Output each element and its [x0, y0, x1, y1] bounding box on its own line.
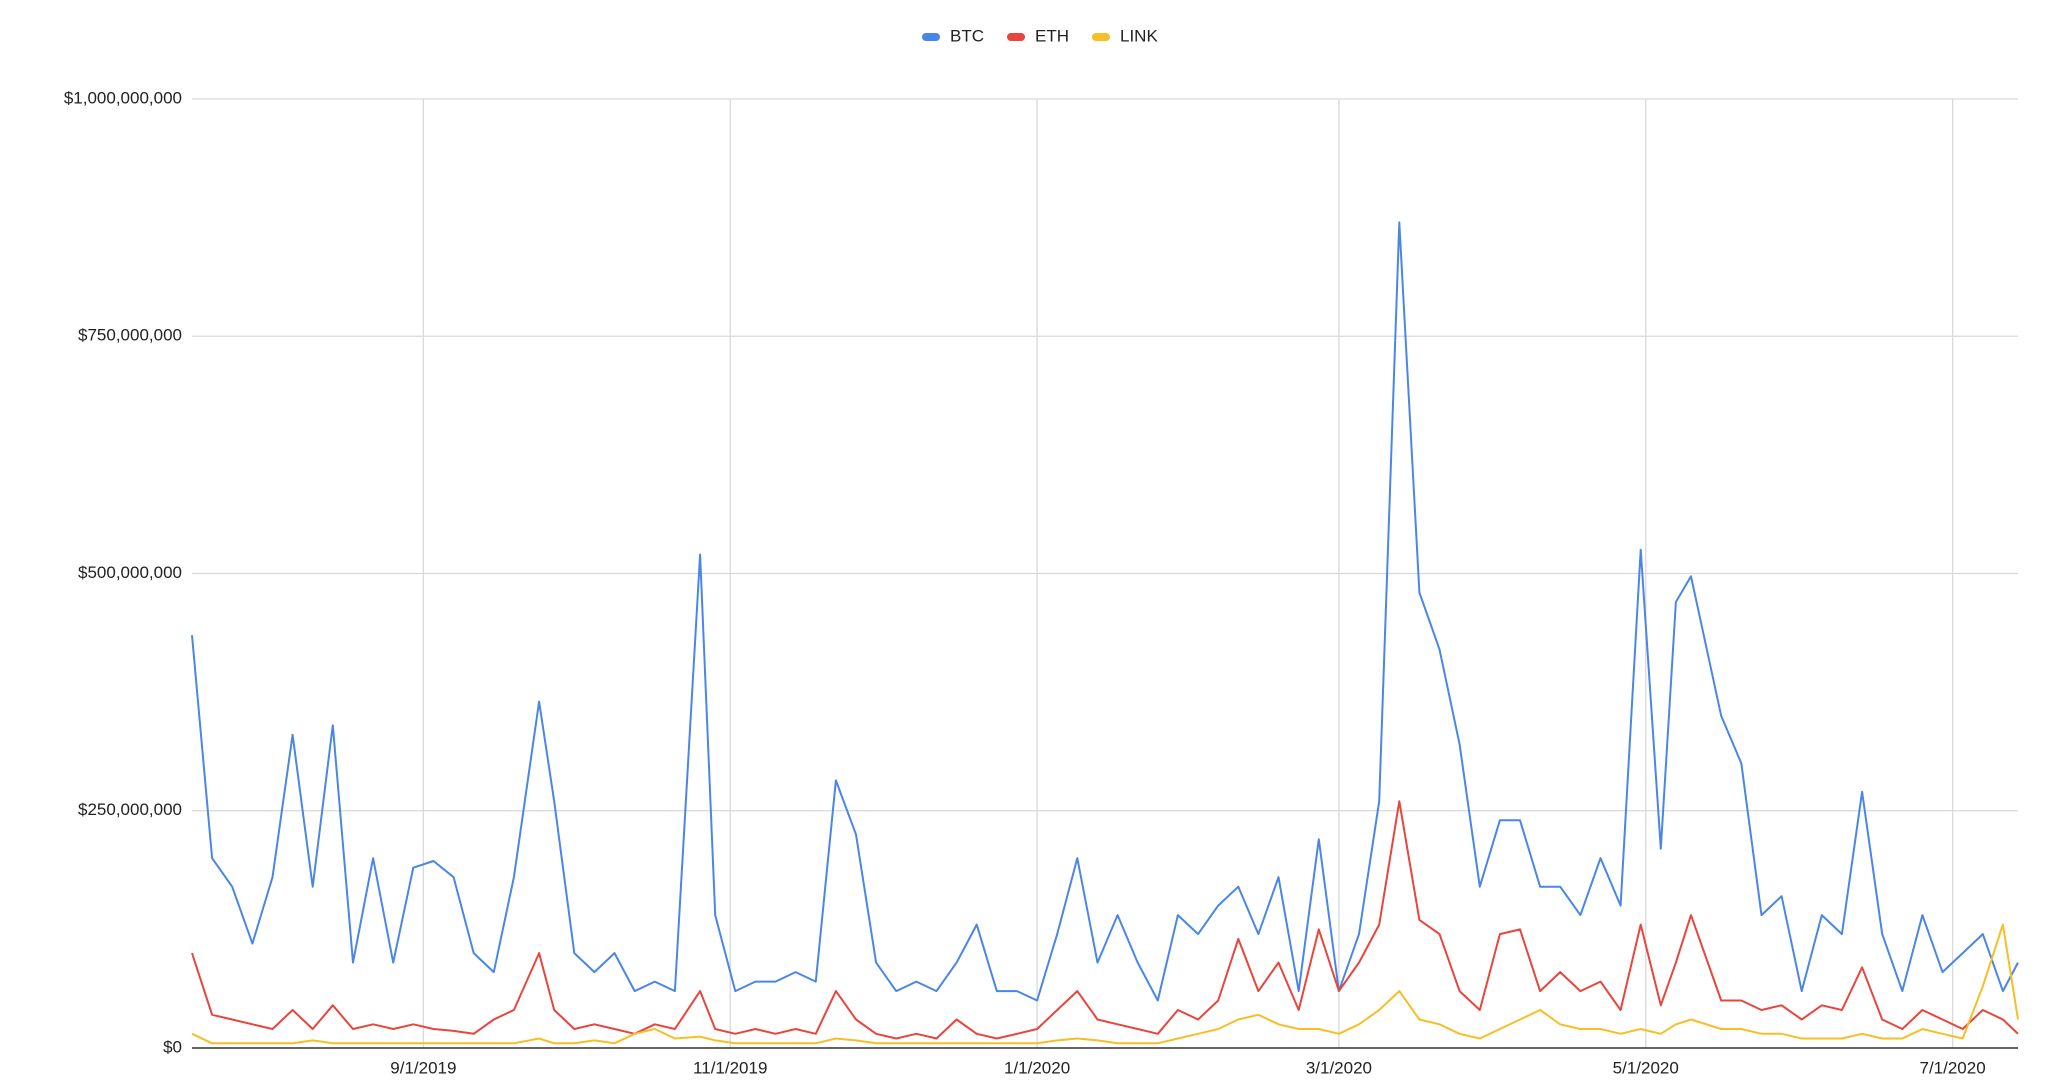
y-tick-label: $0 — [163, 1037, 182, 1056]
series-line — [191, 221, 2019, 1002]
x-tick-label: 11/1/2019 — [693, 1058, 767, 1077]
series-line — [191, 923, 2019, 1045]
legend-swatch[interactable] — [1007, 33, 1025, 41]
x-tick-label: 3/1/2020 — [1306, 1058, 1372, 1077]
legend-swatch[interactable] — [1092, 33, 1110, 41]
legend-label[interactable]: ETH — [1035, 26, 1069, 45]
series-line — [191, 800, 2019, 1040]
legend-label[interactable]: BTC — [950, 26, 984, 45]
x-tick-label: 9/1/2019 — [390, 1058, 456, 1077]
y-tick-label: $750,000,000 — [78, 326, 182, 345]
x-tick-label: 5/1/2020 — [1613, 1058, 1679, 1077]
y-tick-label: $1,000,000,000 — [64, 88, 182, 107]
y-tick-label: $250,000,000 — [78, 800, 182, 819]
legend-swatch[interactable] — [922, 33, 940, 41]
x-tick-label: 1/1/2020 — [1004, 1058, 1070, 1077]
y-tick-label: $500,000,000 — [78, 563, 182, 582]
legend-label[interactable]: LINK — [1120, 26, 1158, 45]
x-tick-label: 7/1/2020 — [1920, 1058, 1986, 1077]
